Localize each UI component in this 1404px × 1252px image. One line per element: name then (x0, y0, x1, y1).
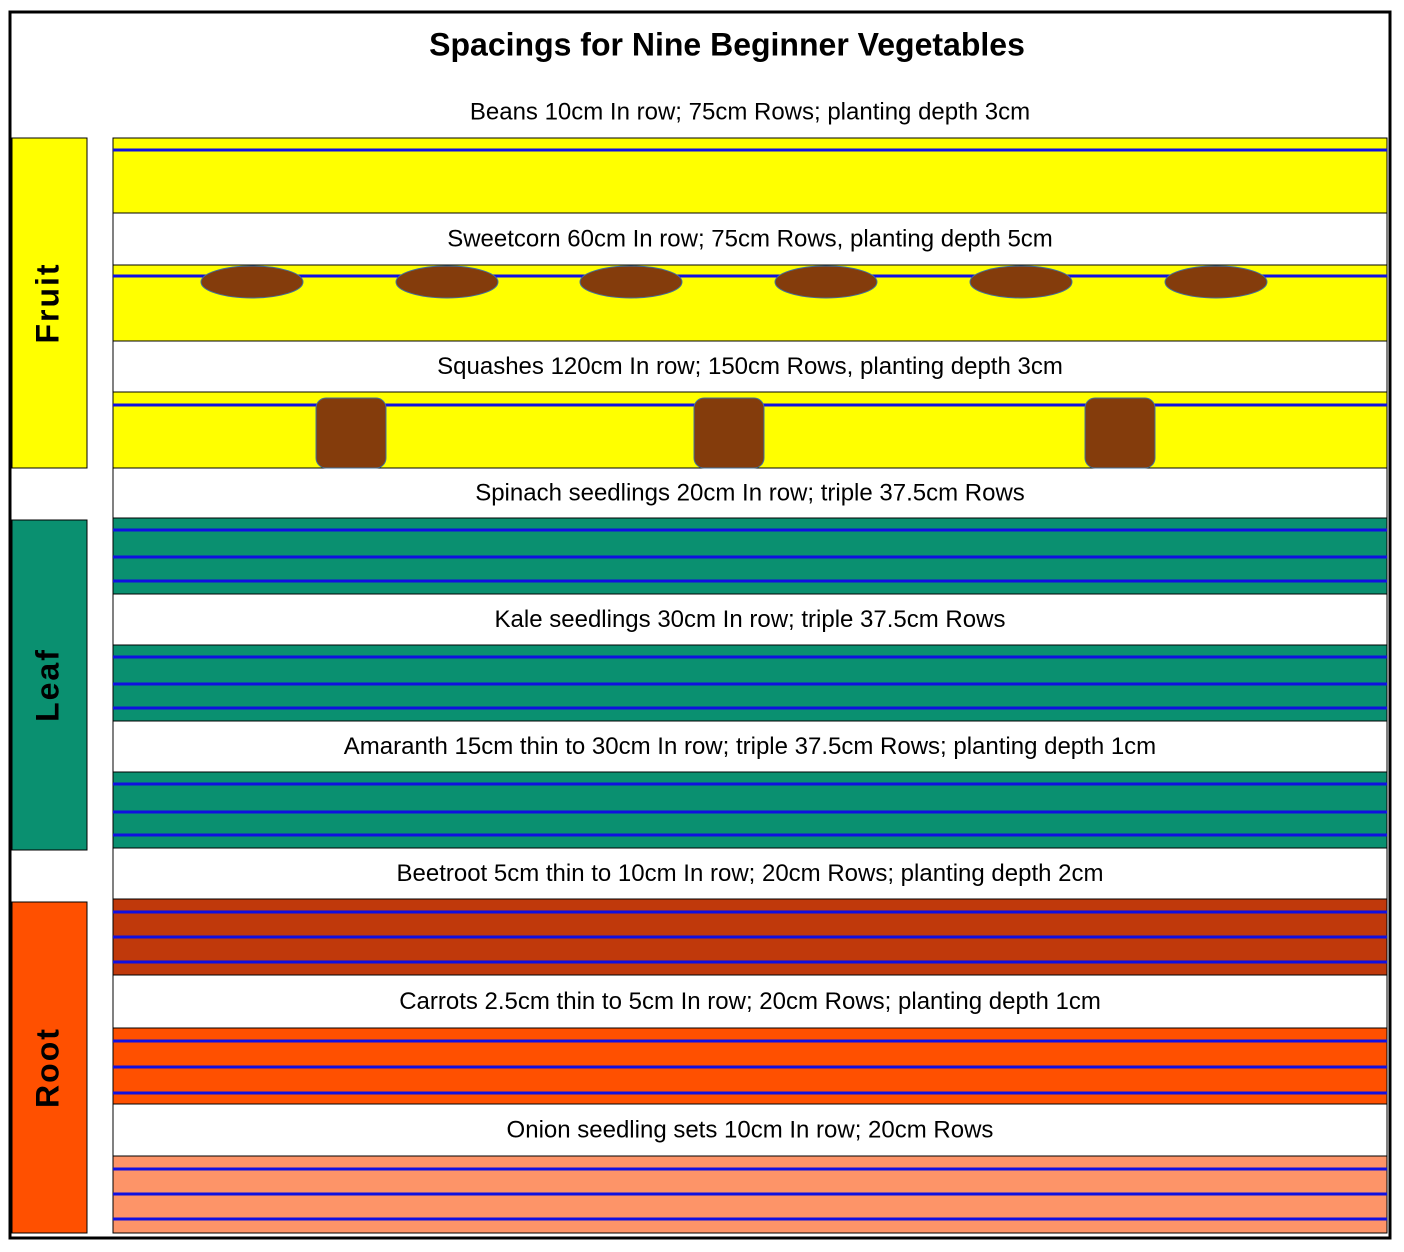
group-label: Fruit (29, 262, 65, 343)
sweetcorn-plant (969, 265, 1073, 299)
group-box (11, 901, 88, 1234)
row-label: Carrots 2.5cm thin to 5cm In row; 20cm R… (399, 988, 1101, 1015)
squash-plant (1084, 397, 1156, 469)
group-label: Root (29, 1027, 65, 1108)
group-label: Leaf (29, 648, 65, 722)
label-band (112, 974, 1388, 1029)
row-label: Squashes 120cm In row; 150cm Rows, plant… (437, 353, 1063, 380)
row-label: Beans 10cm In row; 75cm Rows; planting d… (470, 98, 1030, 125)
squash-plant (315, 397, 387, 469)
group-box (11, 137, 88, 469)
row-label: Onion seedling sets 10cm In row; 20cm Ro… (507, 1116, 994, 1143)
row-label: Amaranth 15cm thin to 30cm In row; tripl… (344, 733, 1156, 760)
label-band (112, 467, 1388, 519)
squash-plant (693, 397, 765, 469)
group-box (11, 519, 88, 851)
sweetcorn-plant (579, 265, 683, 299)
beds: Beans 10cm In row; 75cm Rows; planting d… (11, 98, 1388, 1234)
label-band (112, 720, 1388, 773)
label-band (112, 340, 1388, 393)
row-label: Sweetcorn 60cm In row; 75cm Rows, planti… (447, 225, 1053, 252)
sweetcorn-plant (1164, 265, 1268, 299)
row-label: Spinach seedlings 20cm In row; triple 37… (475, 479, 1025, 506)
row-label: Kale seedlings 30cm In row; triple 37.5c… (495, 606, 1006, 633)
sweetcorn-plant (200, 265, 304, 299)
sweetcorn-plant (395, 265, 499, 299)
title: Spacings for Nine Beginner Vegetables (429, 26, 1025, 62)
label-band (112, 1103, 1388, 1157)
sweetcorn-plant (774, 265, 878, 299)
row-label: Beetroot 5cm thin to 10cm In row; 20cm R… (396, 860, 1103, 887)
